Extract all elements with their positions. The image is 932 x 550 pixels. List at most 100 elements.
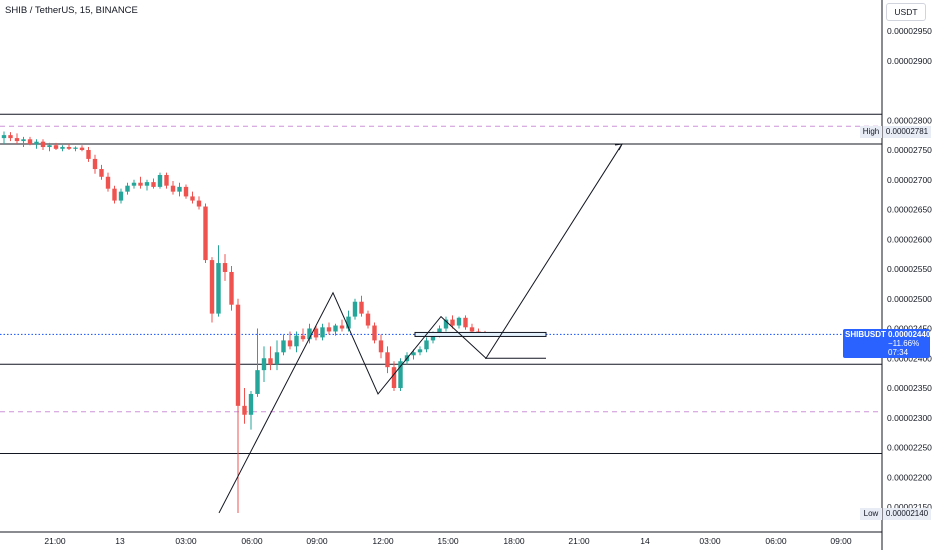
- candle-body: [66, 147, 72, 149]
- candle-body: [450, 319, 455, 326]
- candle: [300, 328, 306, 342]
- candle-body: [333, 325, 338, 332]
- candle-body: [437, 328, 442, 335]
- y-tick-label: 0.00002700: [887, 175, 932, 185]
- candle: [1, 131, 7, 145]
- candle-body: [313, 328, 319, 338]
- y-tick-label: 0.00002400: [887, 353, 932, 363]
- candle: [144, 179, 150, 191]
- candle-body: [248, 393, 254, 415]
- candle: [333, 323, 338, 336]
- price-tag-change: −11.66%: [888, 339, 920, 348]
- candle-body: [190, 196, 195, 201]
- candle: [235, 298, 241, 513]
- candle: [34, 139, 39, 149]
- candle-body: [60, 147, 65, 149]
- candle-body: [164, 174, 169, 186]
- candle-body: [131, 182, 137, 186]
- x-tick-label: 21:00: [568, 536, 590, 546]
- candle: [157, 172, 163, 189]
- candle-body: [424, 340, 429, 350]
- y-tick-label: 0.00002350: [887, 383, 932, 393]
- last-price-tag: SHIBUSDT 0.00002440 −11.66% 07:34: [843, 329, 930, 358]
- candle-body: [281, 340, 286, 353]
- candle: [8, 132, 13, 142]
- candle: [287, 331, 293, 350]
- candle-body: [320, 327, 325, 338]
- projection-arrowhead: [614, 143, 623, 151]
- candle-body: [430, 334, 436, 341]
- candle: [131, 179, 137, 189]
- zone-rectangle: [414, 331, 547, 337]
- candle-body: [196, 200, 202, 207]
- candle-body: [27, 139, 33, 145]
- candle: [313, 325, 319, 341]
- x-tick-label: 12:00: [372, 536, 394, 546]
- candle-body: [222, 263, 228, 272]
- candle-body: [118, 191, 124, 201]
- candle-body: [359, 301, 364, 314]
- candle: [14, 133, 20, 145]
- candle: [359, 295, 364, 317]
- candle: [307, 323, 312, 344]
- x-tick-label: 06:00: [765, 536, 787, 546]
- candle-body: [235, 304, 241, 406]
- candle: [216, 245, 221, 317]
- candle: [203, 203, 208, 264]
- x-tick-label: 03:00: [699, 536, 721, 546]
- candle: [53, 142, 59, 150]
- price-tag-symbol: SHIBUSDT: [845, 330, 886, 339]
- candle: [378, 334, 384, 359]
- candle-body: [307, 328, 312, 340]
- candle: [209, 257, 215, 323]
- x-tick-label: 18:00: [503, 536, 525, 546]
- candle-body: [300, 335, 306, 340]
- candle-body: [268, 358, 273, 365]
- candle: [222, 254, 228, 281]
- candle-body: [398, 361, 403, 388]
- candle: [27, 136, 33, 146]
- candle: [424, 337, 429, 353]
- candle-body: [255, 370, 260, 394]
- candle: [339, 319, 345, 332]
- candle: [229, 266, 234, 311]
- candle-body: [183, 186, 189, 197]
- candle: [294, 331, 299, 353]
- candle-body: [125, 185, 130, 192]
- candle-body: [86, 150, 91, 159]
- candle-body: [229, 271, 234, 305]
- candle: [79, 145, 85, 152]
- candle: [372, 322, 377, 344]
- candle: [177, 182, 182, 197]
- candle-body: [463, 317, 468, 328]
- candle-body: [177, 186, 182, 192]
- y-tick-label: 0.00002650: [887, 205, 932, 215]
- price-tag-timer: 07:34: [888, 348, 909, 357]
- candle-body: [242, 405, 247, 415]
- candle-body: [326, 327, 332, 332]
- projection-path: [218, 143, 623, 514]
- candle-body: [346, 316, 351, 329]
- candle-body: [443, 319, 449, 329]
- candle: [456, 316, 462, 329]
- currency-button[interactable]: USDT: [886, 3, 926, 21]
- x-tick-label: 06:00: [241, 536, 263, 546]
- candle-body: [157, 174, 163, 187]
- candle-body: [417, 349, 423, 353]
- candle: [190, 191, 195, 204]
- y-tick-label: 0.00002200: [887, 472, 932, 482]
- x-tick-label: 09:00: [306, 536, 328, 546]
- candle-body: [53, 145, 59, 149]
- candle: [99, 164, 104, 180]
- candle: [138, 176, 143, 189]
- candle-body: [8, 135, 13, 139]
- low-value: 0.00002140: [883, 508, 931, 520]
- candle: [261, 346, 267, 383]
- candle-body: [469, 327, 475, 332]
- candle-body: [112, 188, 117, 201]
- candle-body: [391, 367, 397, 388]
- candle: [242, 388, 247, 424]
- candle-body: [14, 138, 20, 142]
- y-tick-label: 0.00002600: [887, 234, 932, 244]
